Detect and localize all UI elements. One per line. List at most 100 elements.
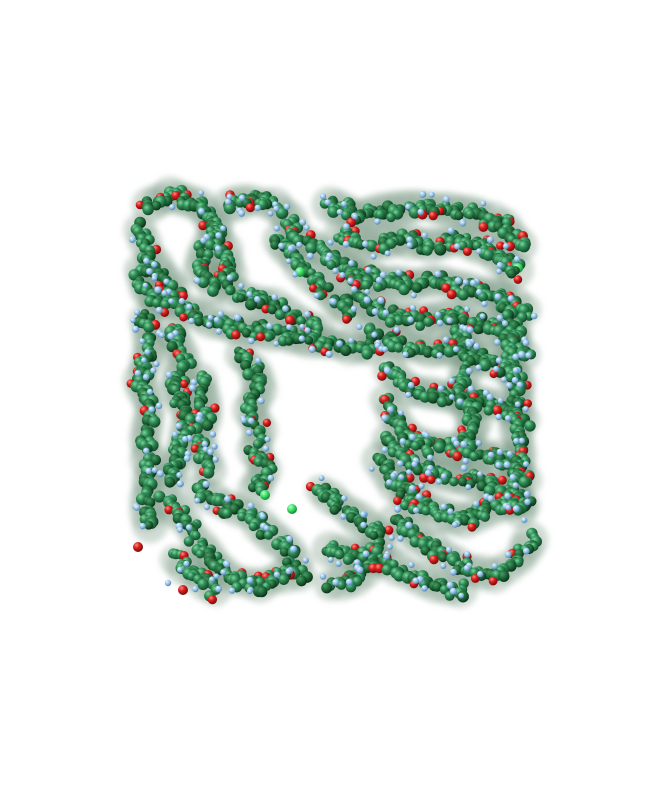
- hydrogen-atom: [327, 239, 334, 246]
- hydrogen-atom: [502, 243, 509, 250]
- hydrogen-atom: [449, 568, 457, 576]
- oxygen-atom: [452, 451, 463, 462]
- hydrogen-atom: [139, 522, 146, 530]
- hydrogen-atom: [386, 479, 393, 486]
- hydrogen-atom: [486, 393, 494, 401]
- carbon-atom: [443, 345, 456, 358]
- carbon-atom: [334, 549, 345, 560]
- oxygen-atom: [523, 399, 532, 408]
- hydrogen-atom: [190, 378, 198, 386]
- hydrogen-atom: [516, 381, 524, 389]
- hydrogen-atom: [453, 440, 460, 448]
- carbon-dark-atom: [329, 504, 340, 515]
- hydrogen-atom: [481, 300, 488, 307]
- hydrogen-atom: [451, 521, 459, 528]
- carbon-dark-atom: [245, 298, 257, 311]
- oxygen-atom: [207, 595, 217, 605]
- hydrogen-atom: [226, 193, 233, 200]
- hydrogen-atom: [267, 210, 274, 217]
- hydrogen-atom: [339, 272, 346, 279]
- hydrogen-atom: [153, 360, 160, 368]
- hydrogen-atom: [215, 232, 222, 239]
- hydrogen-atom: [479, 313, 486, 319]
- hydrogen-atom: [320, 193, 327, 200]
- hydrogen-atom: [207, 448, 214, 456]
- hydrogen-atom: [185, 524, 193, 531]
- oxygen-atom: [496, 241, 505, 251]
- carbon-dark-atom: [270, 240, 280, 250]
- hydrogen-atom: [254, 204, 261, 211]
- hydrogen-atom: [238, 194, 246, 202]
- hydrogen-atom: [494, 338, 501, 346]
- hydrogen-atom: [165, 371, 173, 379]
- hydrogen-atom: [240, 417, 247, 424]
- carbon-dark-atom: [412, 464, 424, 476]
- hydrogen-atom: [496, 314, 504, 322]
- carbon-atom: [398, 284, 410, 296]
- hydrogen-atom: [356, 323, 363, 331]
- carbon-atom: [421, 505, 431, 516]
- carbon-dark-atom: [267, 304, 278, 315]
- hydrogen-atom: [330, 298, 337, 306]
- hydrogen-atom: [195, 415, 203, 423]
- hydrogen-atom: [443, 196, 450, 203]
- hydrogen-atom: [318, 475, 325, 482]
- carbon-dark-atom: [438, 552, 448, 563]
- carbon-atom: [296, 315, 307, 326]
- carbon-atom: [393, 343, 404, 353]
- oxygen-atom: [488, 576, 498, 586]
- carbon-dark-atom: [458, 315, 469, 326]
- hydrogen-atom: [340, 513, 347, 520]
- carbon-dark-atom: [473, 324, 483, 335]
- oxygen-atom: [164, 505, 174, 515]
- carbon-atom: [327, 205, 340, 218]
- carbon-dark-atom: [506, 268, 517, 279]
- hydrogen-atom: [530, 312, 538, 320]
- hydrogen-atom: [341, 201, 347, 207]
- hydrogen-atom: [178, 297, 186, 305]
- hydrogen-atom: [466, 326, 474, 334]
- carbon-atom: [518, 476, 531, 488]
- atom-layer: [126, 184, 542, 605]
- hydrogen-atom: [402, 351, 409, 358]
- hydrogen-atom: [296, 241, 303, 248]
- carbon-atom: [486, 455, 496, 465]
- hydrogen-atom: [336, 340, 343, 347]
- hydrogen-atom: [299, 218, 307, 226]
- carbon-atom: [361, 348, 373, 360]
- hydrogen-atom: [167, 332, 175, 340]
- hydrogen-atom: [183, 455, 191, 462]
- carbon-atom: [381, 564, 393, 576]
- hydrogen-atom: [435, 311, 441, 318]
- hydrogen-atom: [142, 282, 149, 289]
- oxygen-atom: [342, 315, 351, 324]
- carbon-atom: [183, 536, 195, 547]
- carbon-atom: [252, 439, 263, 449]
- hydrogen-atom: [384, 250, 391, 257]
- carbon-dark-atom: [434, 243, 447, 256]
- hydrogen-atom: [145, 467, 152, 475]
- hydrogen-atom: [434, 270, 442, 278]
- hydrogen-atom: [390, 472, 397, 479]
- hydrogen-atom: [132, 325, 140, 333]
- carbon-dark-atom: [321, 582, 333, 594]
- carbon-dark-atom: [457, 476, 468, 487]
- hydrogen-atom: [262, 445, 270, 452]
- hydrogen-atom: [345, 578, 353, 586]
- hydrogen-atom: [325, 255, 332, 262]
- hydrogen-atom: [364, 288, 370, 295]
- hydrogen-atom: [379, 271, 387, 279]
- carbon-dark-atom: [304, 335, 314, 345]
- hydrogen-atom: [381, 414, 389, 422]
- hydrogen-atom: [163, 278, 170, 285]
- carbon-dark-atom: [411, 282, 423, 294]
- hydrogen-atom: [141, 357, 147, 364]
- hydrogen-atom: [504, 551, 512, 558]
- hydrogen-atom: [396, 460, 404, 467]
- hydrogen-atom: [394, 505, 402, 513]
- hydrogen-atom: [255, 357, 262, 364]
- carbon-dark-atom: [422, 347, 433, 358]
- hydrogen-atom: [446, 317, 453, 324]
